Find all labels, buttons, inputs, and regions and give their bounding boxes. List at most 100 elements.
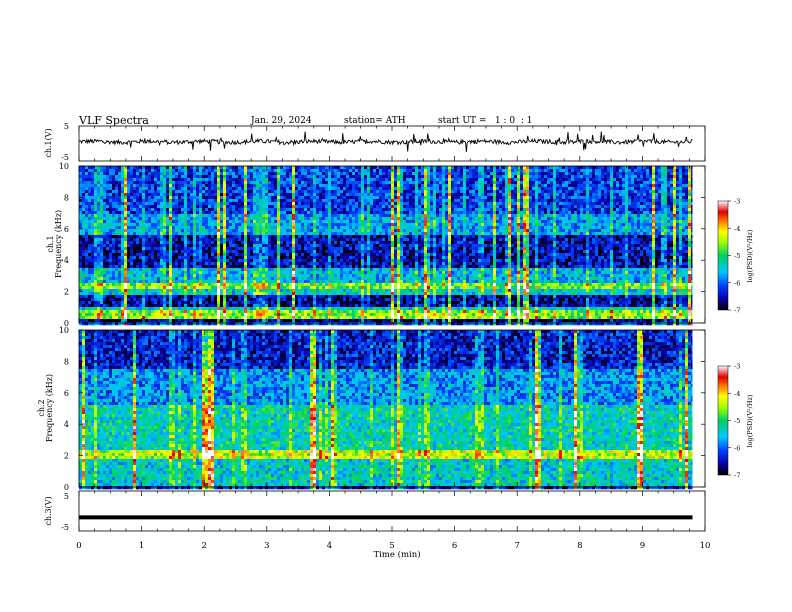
spectrogram-cell	[679, 166, 683, 170]
spectrogram-cell	[439, 211, 443, 215]
spectrogram-cell	[496, 196, 500, 200]
spectrogram-cell	[301, 172, 305, 176]
spectrogram-cell	[316, 181, 320, 185]
spectrogram-cell	[85, 199, 89, 203]
spectrogram-cell	[214, 178, 218, 182]
spectrogram-cell	[625, 208, 629, 212]
spectrogram-cell	[169, 208, 173, 212]
spectrogram-cell	[571, 235, 575, 239]
spectrogram-cell	[88, 235, 92, 239]
spectrogram-cell	[646, 166, 650, 170]
ch1-ylabel: ch.1(V)	[44, 128, 53, 157]
spectrogram-cell	[244, 211, 248, 215]
spectrogram-cell	[535, 199, 539, 203]
spectrogram-cell	[259, 166, 263, 170]
spectrogram-cell	[460, 229, 464, 233]
spectrogram-cell	[433, 220, 437, 224]
spectrogram-cell	[382, 181, 386, 185]
spectrogram-cell	[136, 166, 140, 170]
spectrogram-cell	[640, 184, 644, 188]
spectrogram-cell	[163, 187, 167, 191]
spectrogram-cell	[385, 187, 389, 191]
spectrogram-cell	[478, 175, 482, 179]
spectrogram-cell	[220, 175, 224, 179]
spectrogram-cell	[109, 169, 113, 173]
spectrogram-cell	[394, 187, 398, 191]
spectrogram-cell	[160, 217, 164, 221]
spectrogram-cell	[319, 223, 323, 227]
spectrogram-cell	[349, 187, 353, 191]
spectrogram-cell	[289, 214, 293, 218]
spectrogram-cell	[220, 187, 224, 191]
spectrogram-cell	[139, 199, 143, 203]
spectrogram-cell	[238, 166, 242, 170]
spectrogram-cell	[406, 229, 410, 233]
spectrogram-cell	[193, 184, 197, 188]
spectrogram-cell	[277, 232, 281, 236]
spectrogram-cell	[514, 166, 518, 170]
spectrogram-cell	[271, 187, 275, 191]
spectrogram-cell	[433, 181, 437, 185]
spectrogram-cell	[607, 187, 611, 191]
spectrogram-cell	[301, 220, 305, 224]
spectrogram-cell	[502, 172, 506, 176]
spectrogram-cell	[277, 223, 281, 227]
spectrogram-cell	[94, 223, 98, 227]
spectrogram-cell	[664, 220, 668, 224]
spectrogram-cell	[112, 202, 116, 206]
spectrogram-cell	[280, 184, 284, 188]
spectrogram-cell	[82, 175, 86, 179]
spectrogram-cell	[652, 178, 656, 182]
spectrogram-cell	[436, 193, 440, 197]
spectrogram-cell	[130, 226, 134, 230]
spectrogram-cell	[301, 199, 305, 203]
spectrogram-cell	[385, 226, 389, 230]
spectrogram-cell	[595, 187, 599, 191]
spectrogram-cell	[133, 187, 137, 191]
spectrogram-cell	[220, 172, 224, 176]
spectrogram-cell	[313, 226, 317, 230]
spectrogram-cell	[88, 205, 92, 209]
spectrogram-cell	[280, 166, 284, 170]
spectrogram-cell	[469, 232, 473, 236]
spectrogram-cell	[514, 214, 518, 218]
spectrogram-cell	[613, 223, 617, 227]
spectrogram-cell	[538, 178, 542, 182]
spectrogram-cell	[529, 220, 533, 224]
spectrogram-cell	[313, 184, 317, 188]
spectrogram-cell	[181, 184, 185, 188]
spectrogram-cell	[325, 217, 329, 221]
spectrogram-cell	[649, 205, 653, 209]
spectrogram-cell	[577, 190, 581, 194]
spectrogram-cell	[688, 196, 692, 200]
spectrogram-cell	[397, 202, 401, 206]
spectrogram-cell	[424, 190, 428, 194]
spectrogram-cell	[82, 223, 86, 227]
spectrogram-cell	[625, 169, 629, 173]
spectrogram-cell	[373, 178, 377, 182]
spectrogram-cell	[400, 166, 404, 170]
spectrogram-cell	[127, 229, 131, 233]
spectrogram-cell	[373, 226, 377, 230]
spectrogram-cell	[406, 199, 410, 203]
spectrogram-cell	[685, 223, 689, 227]
spectrogram-cell	[343, 190, 347, 194]
spectrogram-cell	[568, 169, 572, 173]
spectrogram-cell	[199, 208, 203, 212]
spectrogram-cell	[157, 226, 161, 230]
spectrogram-cell	[154, 202, 158, 206]
spectrogram-cell	[85, 217, 89, 221]
spectrogram-cell	[403, 232, 407, 236]
station-label: station= ATH	[344, 116, 406, 126]
spectrogram-cell	[649, 217, 653, 221]
spectrogram-cell	[322, 229, 326, 233]
spectrogram-cell	[121, 217, 125, 221]
spectrogram-cell	[613, 199, 617, 203]
spectrogram-cell	[643, 229, 647, 233]
spectrogram-cell	[628, 211, 632, 215]
spectrogram-cell	[661, 235, 665, 239]
spectrogram-cell	[280, 193, 284, 197]
spectrogram-cell	[184, 217, 188, 221]
spectrogram-cell	[229, 187, 233, 191]
spectrogram-cell	[463, 181, 467, 185]
